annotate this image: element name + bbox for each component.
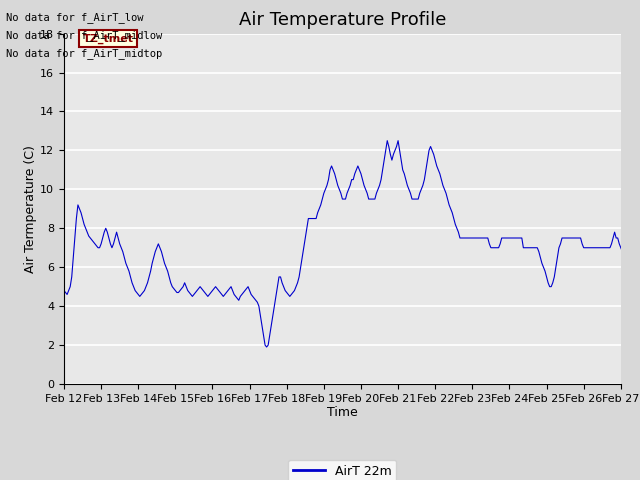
Text: TZ_tmet: TZ_tmet	[83, 34, 134, 44]
Text: No data for f_AirT_low: No data for f_AirT_low	[6, 12, 144, 23]
Y-axis label: Air Termperature (C): Air Termperature (C)	[24, 145, 37, 273]
Title: Air Temperature Profile: Air Temperature Profile	[239, 11, 446, 29]
Text: No data for f_AirT_midtop: No data for f_AirT_midtop	[6, 48, 163, 60]
Legend: AirT 22m: AirT 22m	[289, 460, 396, 480]
X-axis label: Time: Time	[327, 407, 358, 420]
Text: No data for f_AirT_midlow: No data for f_AirT_midlow	[6, 30, 163, 41]
